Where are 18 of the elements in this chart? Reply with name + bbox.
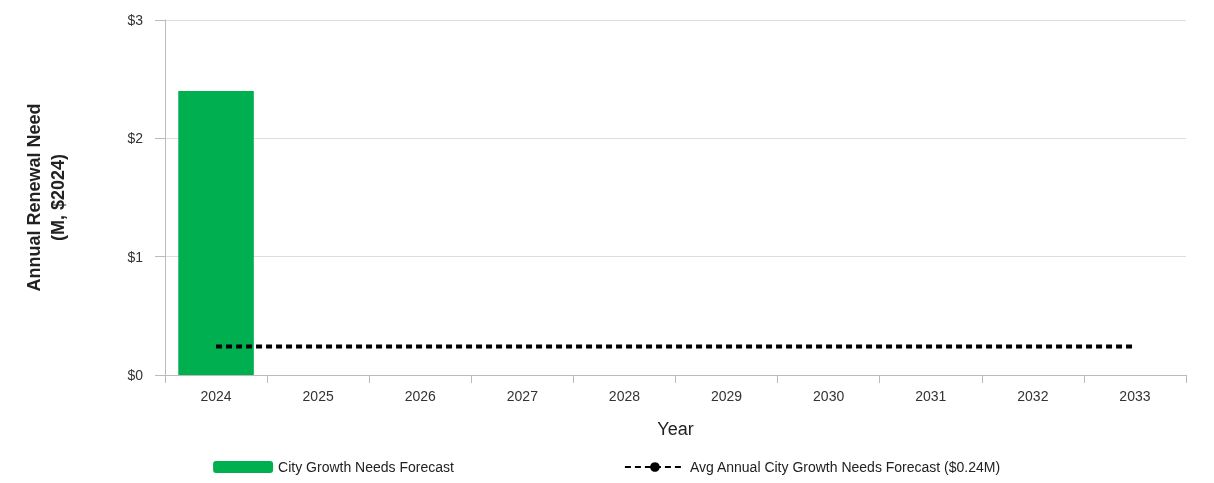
x-tick-label: 2024 <box>200 388 232 404</box>
x-tick-label: 2027 <box>506 388 539 404</box>
x-tick-label: 2030 <box>813 388 845 404</box>
y-tick-label: $0 <box>127 367 144 383</box>
y-tick-label: $2 <box>127 130 144 147</box>
x-tick-label: 2033 <box>1119 388 1151 404</box>
legend-label: Avg Annual City Growth Needs Forecast ($0.24M) <box>689 459 1001 475</box>
y-axis-title: Annual Renewal Need (M, $2024) <box>24 103 68 292</box>
x-tick-label: 2026 <box>404 388 437 404</box>
y-tick-label: $3 <box>127 12 144 28</box>
x-tick-label: 2028 <box>608 388 641 404</box>
x-tick-label: 2031 <box>915 388 947 404</box>
x-tick-label: 2032 <box>1017 388 1049 404</box>
x-tick-label: 2029 <box>710 388 743 404</box>
x-tick-label: 2025 <box>302 388 334 404</box>
legend-label: City Growth Needs Forecast <box>278 459 455 475</box>
y-tick-label: $1 <box>127 248 144 265</box>
x-axis-title: Year <box>657 419 694 439</box>
